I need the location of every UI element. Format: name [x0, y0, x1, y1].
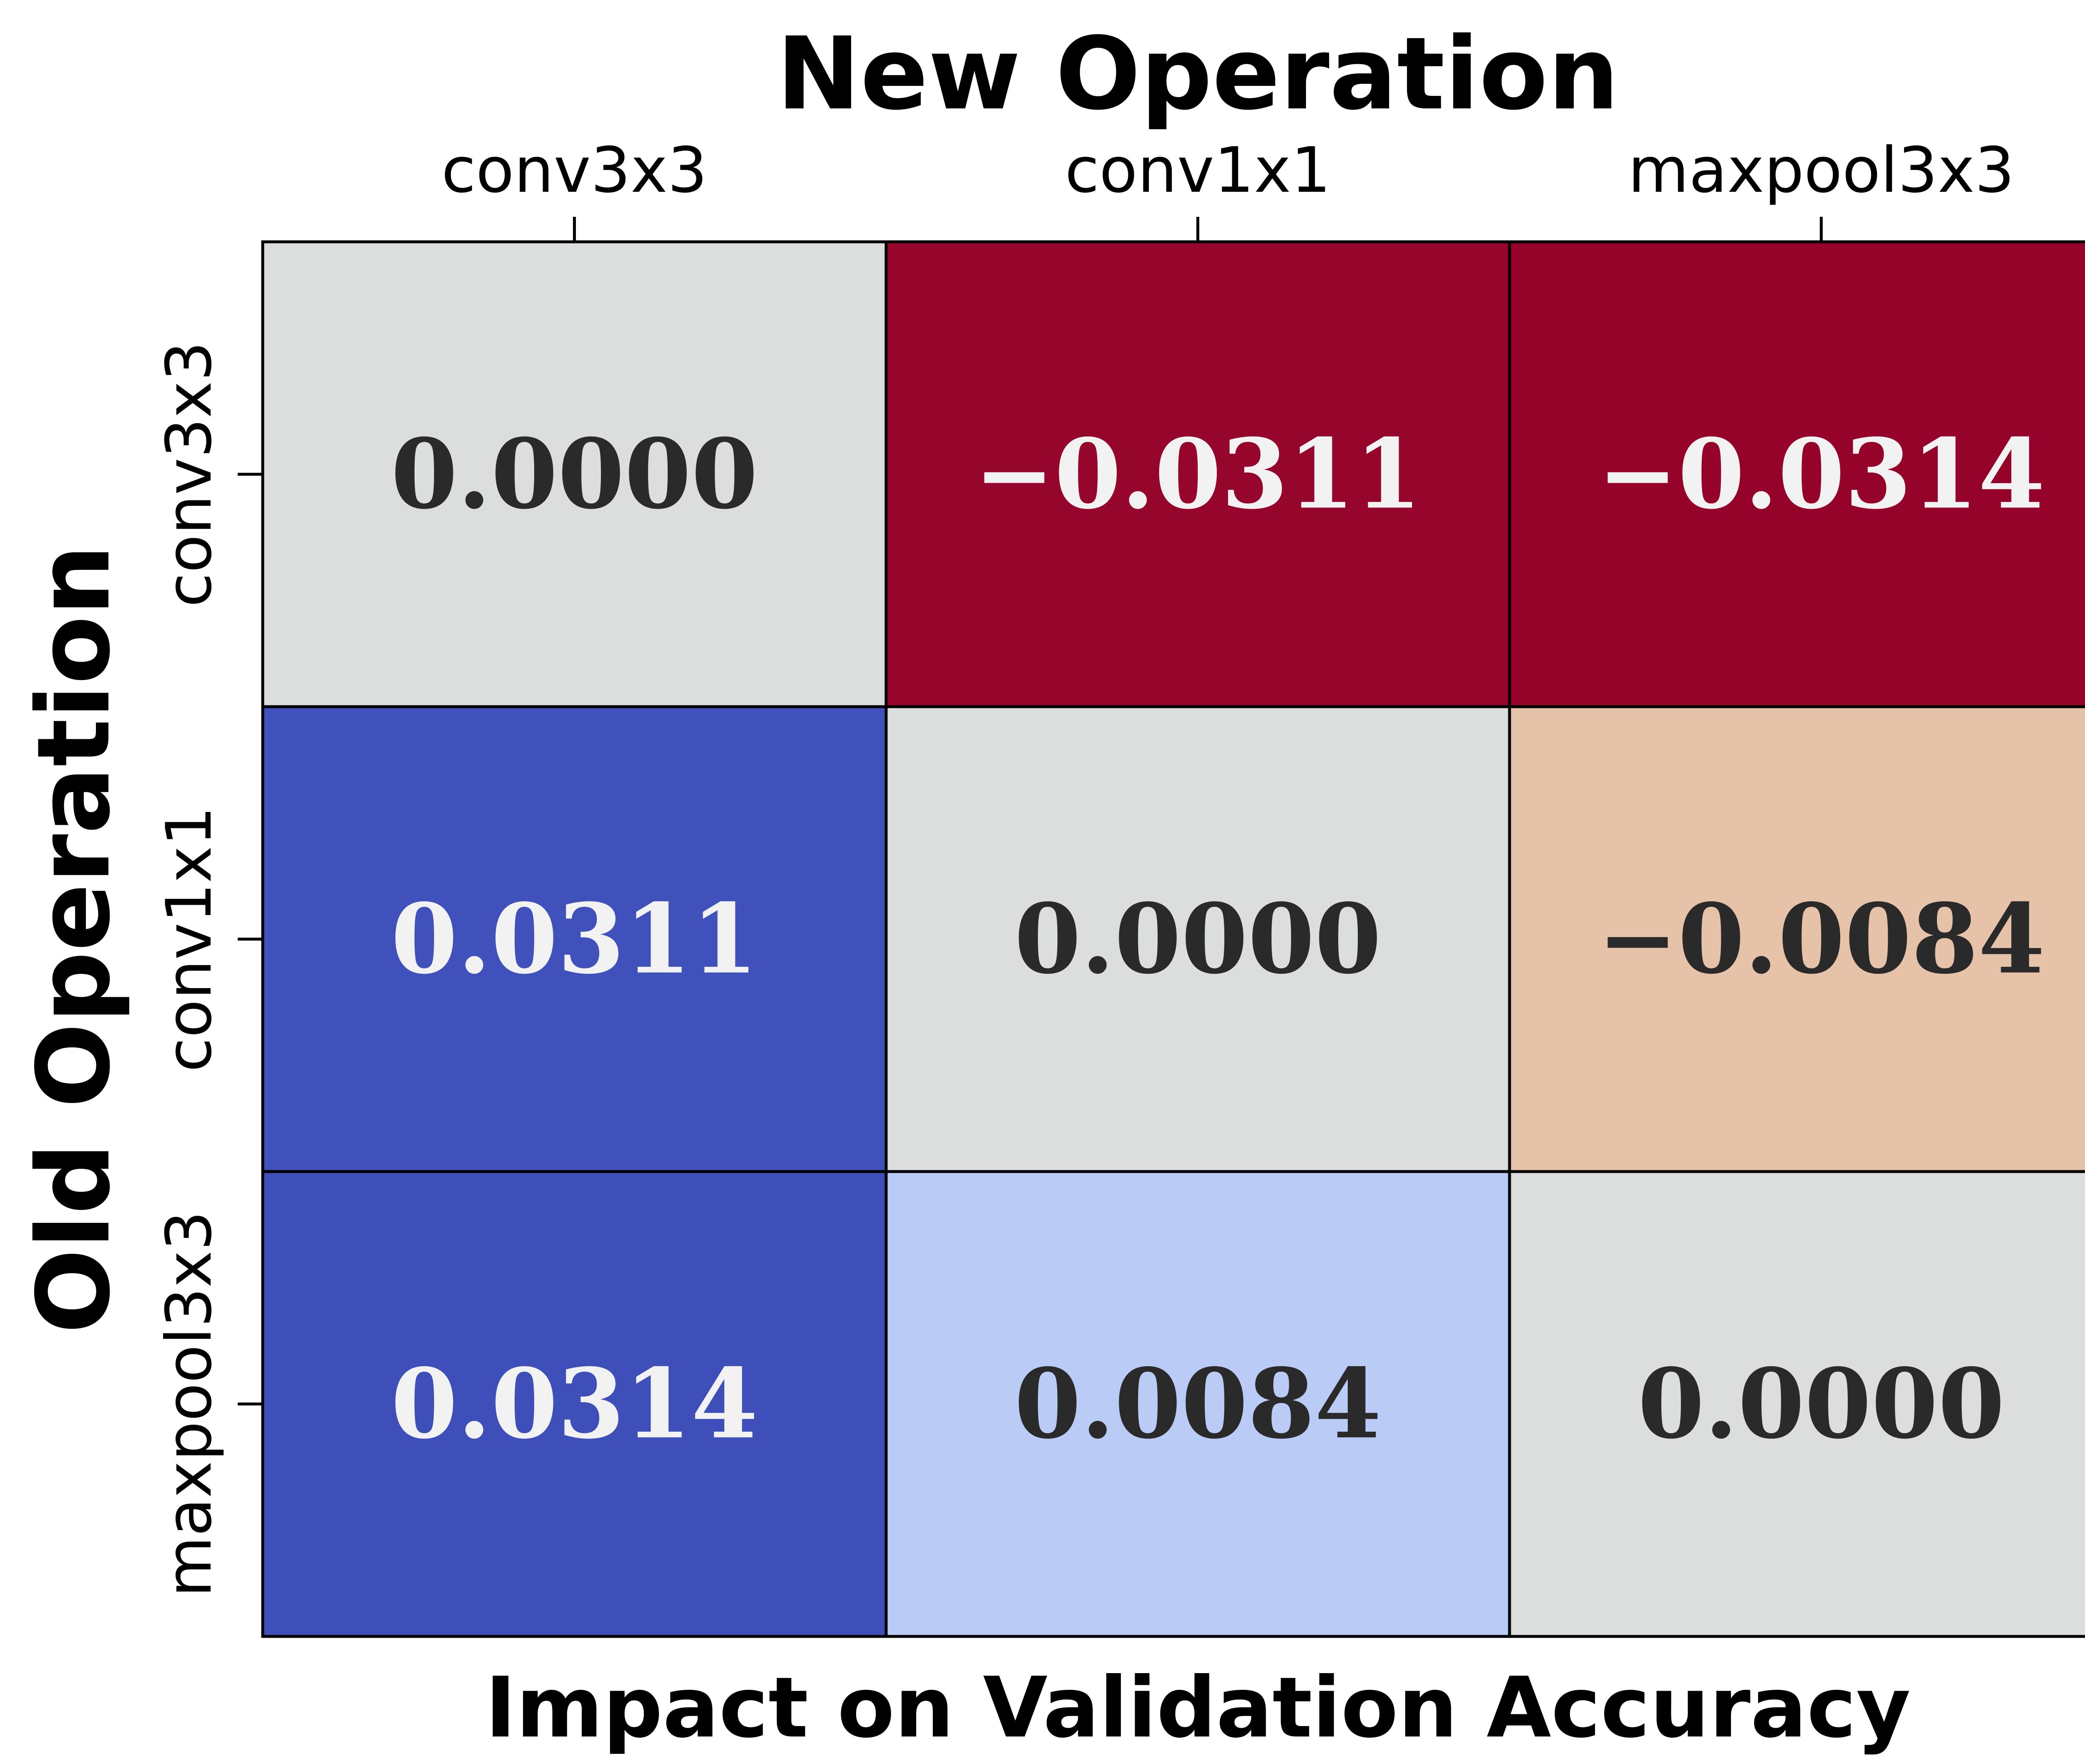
y-axis-title: Old Operation: [15, 545, 132, 1334]
heatmap-cell-conv1x1-maxpool3x3: [1508, 705, 2085, 1173]
heatmap-value-label: −0.0084: [1598, 883, 2045, 996]
plot-frame: [261, 240, 2085, 1638]
heatmap-cell-conv3x3-conv1x1: [884, 240, 1511, 708]
heatmap-value-label: 0.0084: [1014, 1348, 1381, 1460]
x-axis-title: New Operation: [776, 15, 1619, 132]
heatmap-cell-conv3x3-conv3x3: [261, 240, 888, 708]
x-tick-label-conv3x3: conv3x3: [442, 134, 708, 207]
x-axis-ticks: conv3x3 conv1x1 maxpool3x3: [442, 134, 2015, 242]
y-axis-ticks: conv3x3 conv1x1 maxpool3x3: [153, 341, 263, 1597]
heatmap-cell-maxpool3x3-conv1x1: [884, 1170, 1511, 1638]
heatmap-cell-conv1x1-conv1x1: [884, 705, 1511, 1173]
heatmap-cells: [261, 240, 2085, 1638]
heatmap-value-label: −0.0311: [974, 418, 1422, 531]
colorbar-label: Impact on Validation Accuracy: [485, 1659, 1911, 1756]
heatmap-value-label: −0.0314: [1598, 418, 2045, 531]
heatmap-value-labels: 0.0000 −0.0311 −0.0314 0.0311 0.0000 −0.0084 0…: [391, 418, 2045, 1460]
heatmap-value-label: 0.0000: [1014, 883, 1381, 996]
y-tick-label-conv3x3: conv3x3: [153, 341, 226, 607]
heatmap-value-label: 0.0311: [391, 883, 758, 996]
heatmap-value-label: 0.0314: [391, 1348, 758, 1460]
y-tick-label-conv1x1: conv1x1: [153, 806, 226, 1072]
x-tick-label-conv1x1: conv1x1: [1065, 134, 1331, 207]
x-tick-label-maxpool3x3: maxpool3x3: [1628, 134, 2015, 207]
heatmap-cell-conv1x1-conv3x3: [261, 705, 888, 1173]
y-tick-label-maxpool3x3: maxpool3x3: [153, 1211, 226, 1597]
heatmap-value-label: 0.0000: [391, 418, 758, 531]
heatmap-value-label: 0.0000: [1638, 1348, 2005, 1460]
